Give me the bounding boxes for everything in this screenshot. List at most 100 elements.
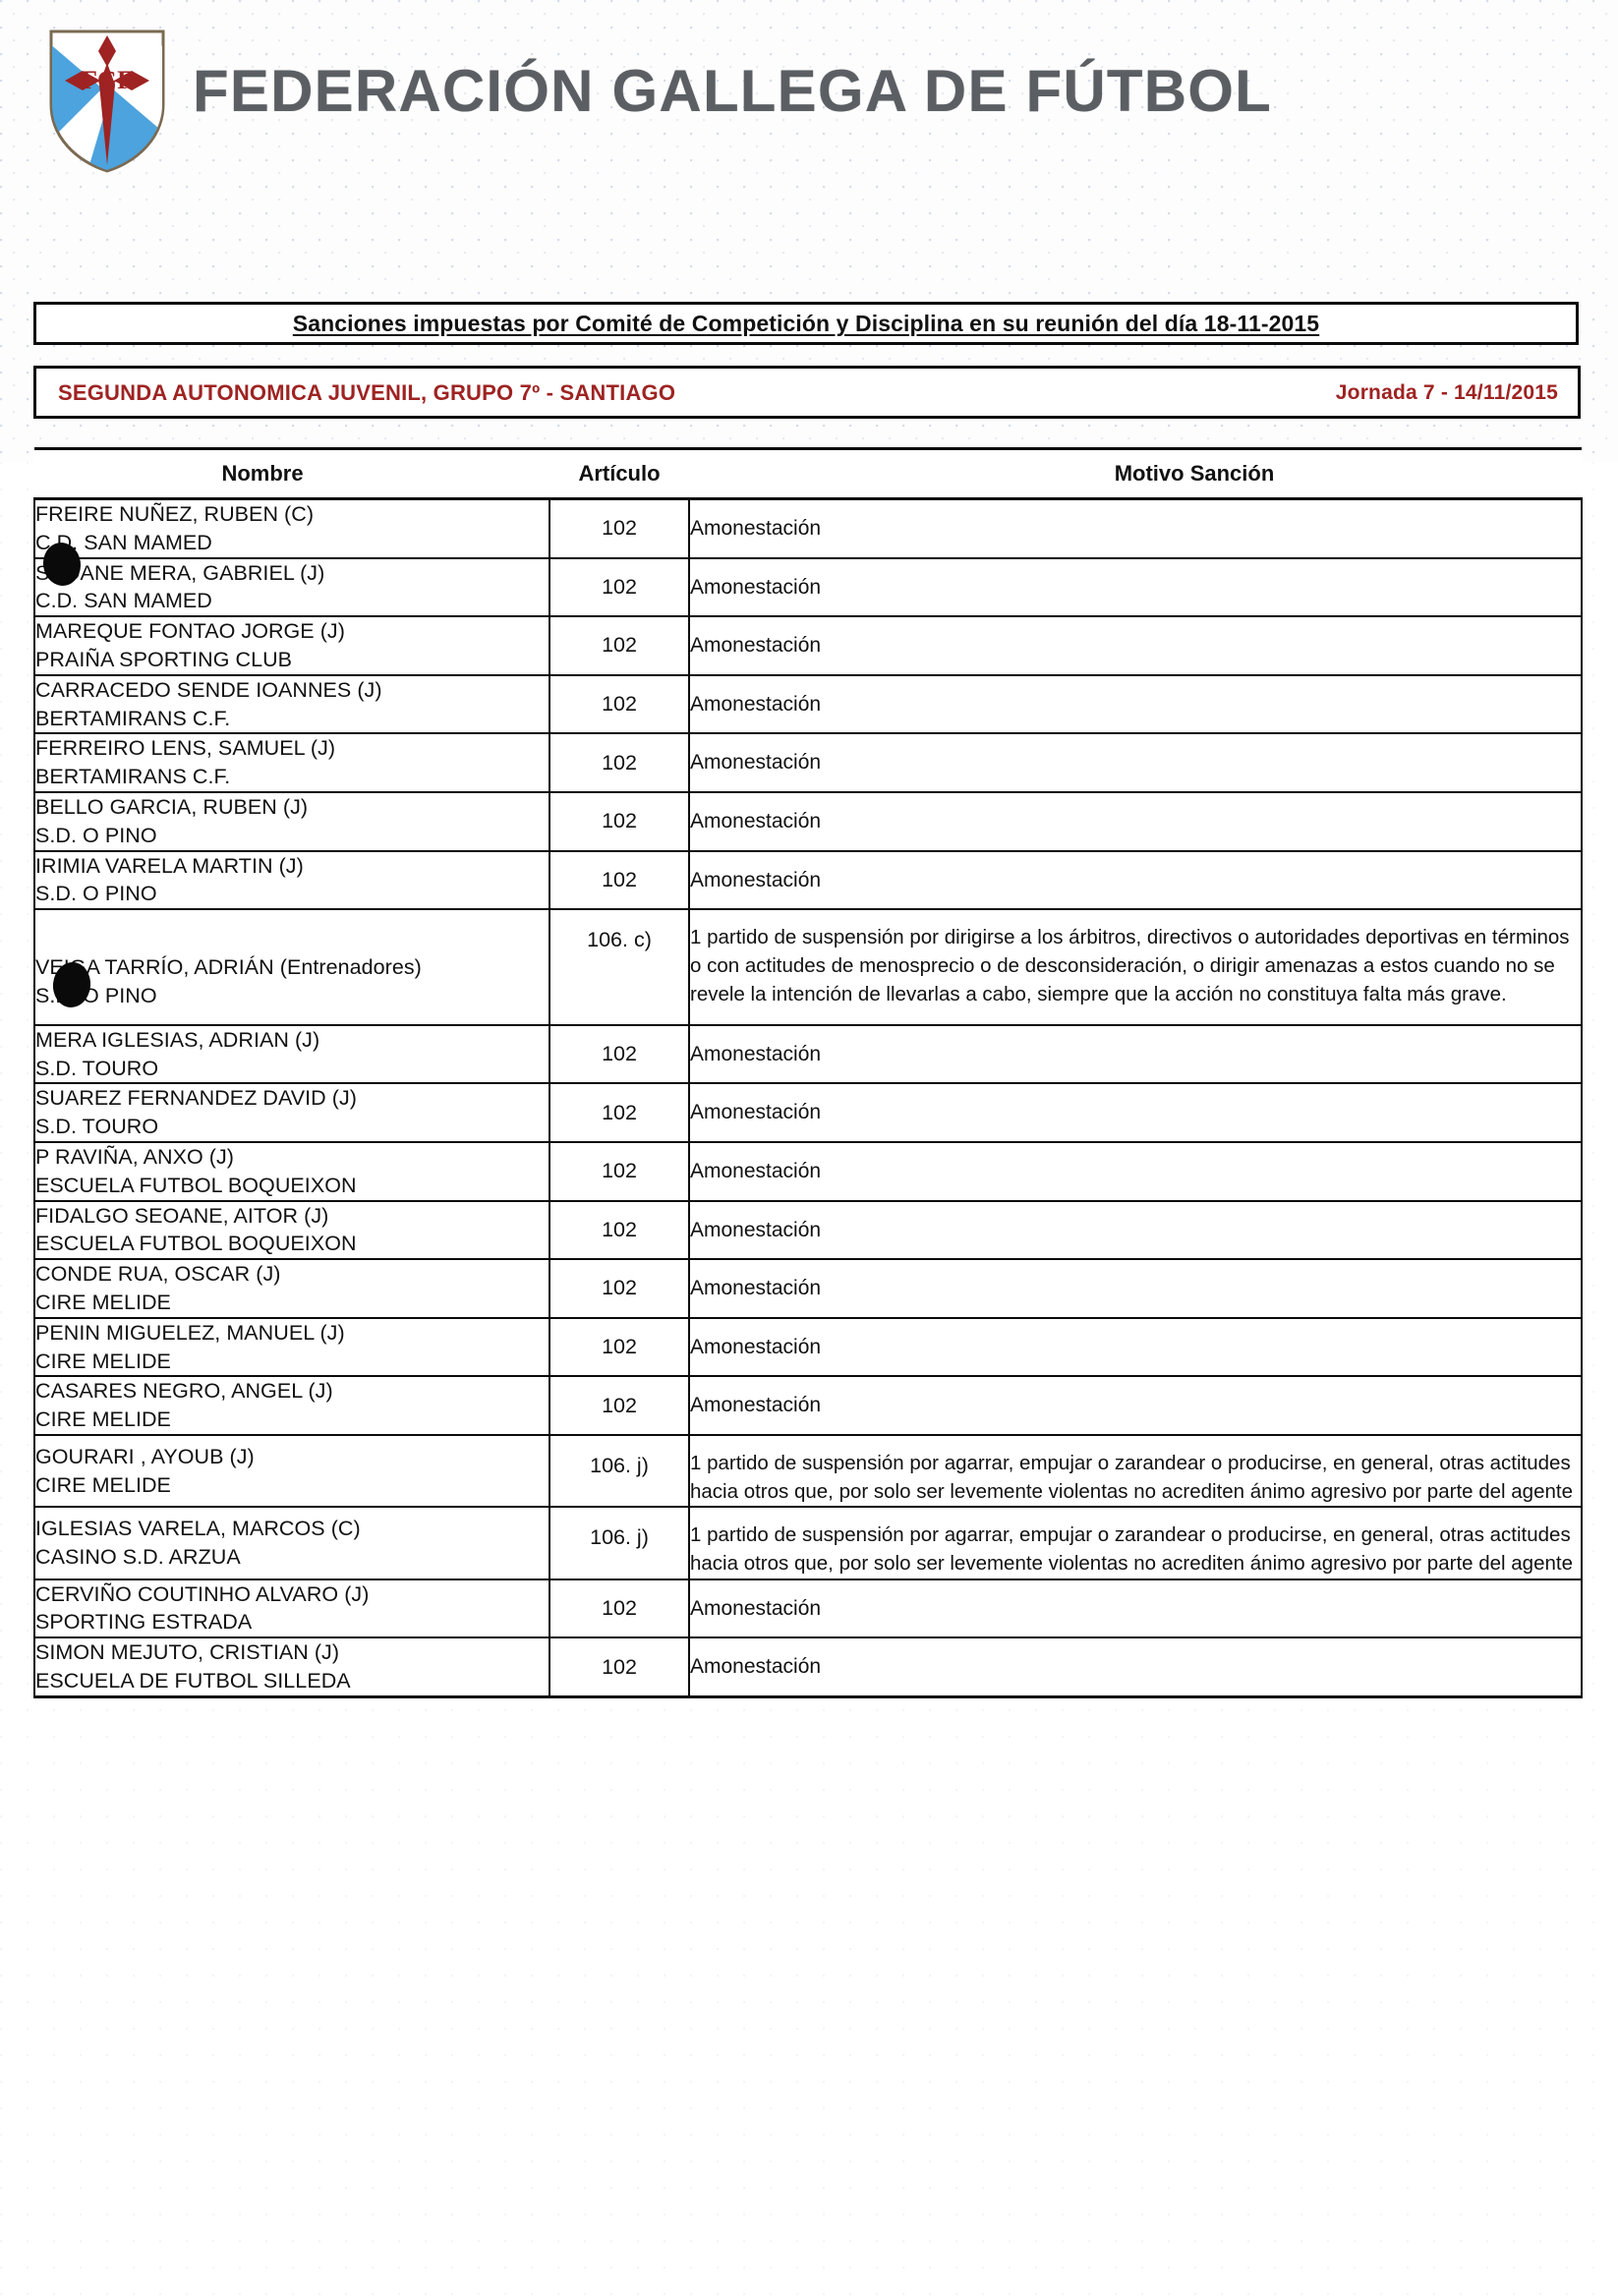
table-row: CARRACEDO SENDE IOANNES (J) BERTAMIRANS … <box>33 673 1583 735</box>
person-name: FERREIRO LENS, SAMUEL (J) <box>35 736 336 761</box>
cell-nombre: GOURARI , AYOUB (J) CIRE MELIDE <box>33 1433 550 1509</box>
table-row: MAREQUE FONTAO JORGE (J) PRAIÑA SPORTING… <box>33 615 1583 676</box>
cell-articulo: 102 <box>549 1375 690 1436</box>
cell-nombre: VEIGA TARRÍO, ADRIÁN (Entrenadores) S.D.… <box>33 908 550 1026</box>
club-name: C.D. SAN MAMED <box>35 530 212 554</box>
cell-motivo: Amonestación <box>688 1258 1583 1319</box>
sanctions-table: Nombre Artículo Motivo Sanción FREIRE NU… <box>33 447 1583 1698</box>
club-name: S.D. TOURO <box>35 1056 159 1080</box>
table-row: MERA IGLESIAS, ADRIAN (J) S.D. TOURO 102… <box>33 1023 1583 1085</box>
person-name: SEOANE MERA, GABRIEL (J) <box>35 560 325 585</box>
table-row: SIMON MEJUTO, CRISTIAN (J) ESCUELA DE FU… <box>33 1636 1583 1698</box>
cell-nombre: BELLO GARCIA, RUBEN (J) S.D. O PINO <box>33 790 550 852</box>
table-row: IGLESIAS VARELA, MARCOS (C) CASINO S.D. … <box>33 1506 1583 1580</box>
person-name: CONDE RUA, OSCAR (J) <box>35 1262 281 1287</box>
cell-motivo: Amonestación <box>688 615 1583 676</box>
column-header-nombre: Nombre <box>34 447 549 500</box>
cell-motivo: Amonestación <box>688 1199 1583 1261</box>
person-name: FIDALGO SEOANE, AITOR (J) <box>35 1203 329 1228</box>
cell-articulo: 102 <box>549 790 690 852</box>
table-row: BELLO GARCIA, RUBEN (J) S.D. O PINO 102 … <box>33 790 1583 852</box>
cell-motivo: Amonestación <box>688 1636 1583 1698</box>
cell-nombre: FREIRE NUÑEZ, RUBEN (C) C.D. SAN MAMED <box>33 497 550 559</box>
cell-motivo: Amonestación <box>688 1375 1583 1436</box>
table-row: FERREIRO LENS, SAMUEL (J) BERTAMIRANS C.… <box>33 732 1583 793</box>
person-name: SUAREZ FERNANDEZ DAVID (J) <box>35 1086 358 1111</box>
club-name: ESCUELA DE FUTBOL SILLEDA <box>35 1669 351 1693</box>
cell-motivo: Amonestación <box>688 1023 1583 1085</box>
person-name: SIMON MEJUTO, CRISTIAN (J) <box>35 1640 340 1665</box>
cell-nombre: FIDALGO SEOANE, AITOR (J) ESCUELA FUTBOL… <box>33 1199 550 1261</box>
club-name: PRAIÑA SPORTING CLUB <box>35 647 293 671</box>
federation-crest-icon: FGF <box>47 28 167 175</box>
cell-motivo: Amonestación <box>688 849 1583 911</box>
meeting-banner: Sanciones impuestas por Comité de Compet… <box>33 302 1579 345</box>
table-row: VEIGA TARRÍO, ADRIÁN (Entrenadores) S.D.… <box>33 908 1583 1026</box>
club-name: S.D. O PINO <box>35 823 157 847</box>
cell-motivo: 1 partido de suspensión por agarrar, emp… <box>688 1433 1583 1509</box>
cell-articulo: 102 <box>549 1082 690 1143</box>
cell-nombre: CARRACEDO SENDE IOANNES (J) BERTAMIRANS … <box>33 673 550 735</box>
cell-nombre: MAREQUE FONTAO JORGE (J) PRAIÑA SPORTING… <box>33 615 550 676</box>
cell-motivo: Amonestación <box>688 556 1583 618</box>
cell-articulo: 102 <box>549 673 690 735</box>
table-row: P RAVIÑA, ANXO (J) ESCUELA FUTBOL BOQUEI… <box>33 1140 1583 1202</box>
cell-articulo: 106. j) <box>549 1506 690 1580</box>
cell-articulo: 102 <box>549 849 690 911</box>
cell-nombre: FERREIRO LENS, SAMUEL (J) BERTAMIRANS C.… <box>33 732 550 793</box>
club-name: CIRE MELIDE <box>35 1472 171 1497</box>
cell-articulo: 102 <box>549 615 690 676</box>
cell-motivo: Amonestación <box>688 1578 1583 1639</box>
table-row: SUAREZ FERNANDEZ DAVID (J) S.D. TOURO 10… <box>33 1082 1583 1143</box>
club-name: ESCUELA FUTBOL BOQUEIXON <box>35 1232 357 1256</box>
club-name: C.D. SAN MAMED <box>35 589 212 613</box>
cell-articulo: 102 <box>549 732 690 793</box>
table-row: FIDALGO SEOANE, AITOR (J) ESCUELA FUTBOL… <box>33 1199 1583 1261</box>
cell-articulo: 102 <box>549 1023 690 1085</box>
person-name: P RAVIÑA, ANXO (J) <box>35 1144 235 1169</box>
club-name: SPORTING ESTRADA <box>35 1610 253 1635</box>
person-name: MERA IGLESIAS, ADRIAN (J) <box>35 1027 320 1052</box>
table-header: Nombre Artículo Motivo Sanción <box>34 447 1582 500</box>
table-row: SEOANE MERA, GABRIEL (J) C.D. SAN MAMED … <box>33 556 1583 618</box>
cell-articulo: 102 <box>549 1258 690 1319</box>
table-row: PENIN MIGUELEZ, MANUEL (J) CIRE MELIDE 1… <box>33 1316 1583 1378</box>
column-header-articulo: Artículo <box>549 447 689 500</box>
person-name: PENIN MIGUELEZ, MANUEL (J) <box>35 1320 345 1345</box>
person-name: GOURARI , AYOUB (J) <box>35 1444 255 1468</box>
cell-articulo: 102 <box>549 497 690 559</box>
cell-motivo: Amonestación <box>688 1082 1583 1143</box>
club-name: BERTAMIRANS C.F. <box>35 706 231 730</box>
cell-articulo: 102 <box>549 1140 690 1202</box>
cell-articulo: 102 <box>549 556 690 618</box>
cell-motivo: Amonestación <box>688 732 1583 793</box>
cell-nombre: PENIN MIGUELEZ, MANUEL (J) CIRE MELIDE <box>33 1316 550 1378</box>
document-masthead: FGF FEDERACIÓN GALLEGA DE FÚTBOL <box>0 0 1618 187</box>
cell-motivo: Amonestación <box>688 1316 1583 1378</box>
cell-articulo: 102 <box>549 1316 690 1378</box>
person-name: CASARES NEGRO, ANGEL (J) <box>35 1379 333 1404</box>
club-name: CIRE MELIDE <box>35 1407 171 1432</box>
table-body: FREIRE NUÑEZ, RUBEN (C) C.D. SAN MAMED 1… <box>33 497 1583 1698</box>
person-name: CERVIÑO COUTINHO ALVARO (J) <box>35 1581 370 1606</box>
club-name: BERTAMIRANS C.F. <box>35 765 231 789</box>
person-name: IGLESIAS VARELA, MARCOS (C) <box>35 1517 361 1541</box>
cell-nombre: IRIMIA VARELA MARTIN (J) S.D. O PINO <box>33 849 550 911</box>
club-name: ESCUELA FUTBOL BOQUEIXON <box>35 1173 357 1197</box>
table-header-row: Nombre Artículo Motivo Sanción <box>34 447 1582 500</box>
table-row: CONDE RUA, OSCAR (J) CIRE MELIDE 102 Amo… <box>33 1258 1583 1319</box>
table-row: GOURARI , AYOUB (J) CIRE MELIDE 106. j) … <box>33 1433 1583 1509</box>
table-row: IRIMIA VARELA MARTIN (J) S.D. O PINO 102… <box>33 849 1583 911</box>
person-name: IRIMIA VARELA MARTIN (J) <box>35 853 304 878</box>
cell-nombre: SEOANE MERA, GABRIEL (J) C.D. SAN MAMED <box>33 556 550 618</box>
svg-text:FGF: FGF <box>82 66 133 94</box>
cell-motivo: Amonestación <box>688 790 1583 852</box>
person-name: FREIRE NUÑEZ, RUBEN (C) <box>35 502 315 526</box>
cell-nombre: P RAVIÑA, ANXO (J) ESCUELA FUTBOL BOQUEI… <box>33 1140 550 1202</box>
club-name: CIRE MELIDE <box>35 1349 171 1373</box>
column-header-motivo: Motivo Sanción <box>689 447 1582 500</box>
club-name: S.D. TOURO <box>35 1115 159 1139</box>
club-name: S.D. O PINO <box>35 983 157 1007</box>
cell-motivo: Amonestación <box>688 1140 1583 1202</box>
cell-articulo: 106. c) <box>549 908 690 1026</box>
